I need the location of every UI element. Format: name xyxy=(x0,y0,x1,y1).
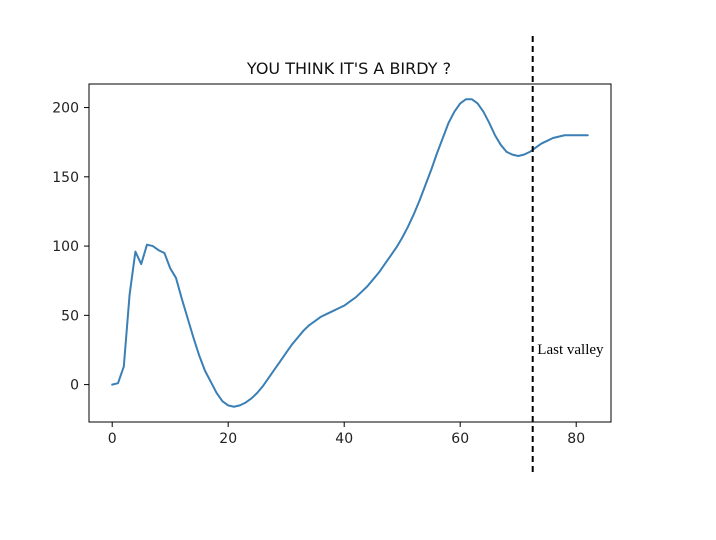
x-tick-label: 80 xyxy=(567,431,585,447)
x-tick-label: 0 xyxy=(108,431,117,447)
x-tick-label: 60 xyxy=(451,431,469,447)
y-tick-label: 0 xyxy=(70,378,79,394)
chart-title: YOU THINK IT'S A BIRDY ? xyxy=(246,59,451,78)
annotation-last-valley: Last valley xyxy=(537,342,604,358)
y-tick-label: 200 xyxy=(52,101,79,117)
y-tick-label: 150 xyxy=(52,170,79,186)
series-line-0 xyxy=(111,98,589,408)
axes-frame xyxy=(88,83,612,423)
x-tick-label: 40 xyxy=(335,431,353,447)
plot-area xyxy=(111,98,589,408)
y-tick-label: 50 xyxy=(61,308,79,324)
x-tick-label: 20 xyxy=(219,431,237,447)
axis-ticks: 0 20 40 60 80 0 50 100 150 200 xyxy=(52,101,585,447)
y-tick-label: 100 xyxy=(52,239,79,255)
